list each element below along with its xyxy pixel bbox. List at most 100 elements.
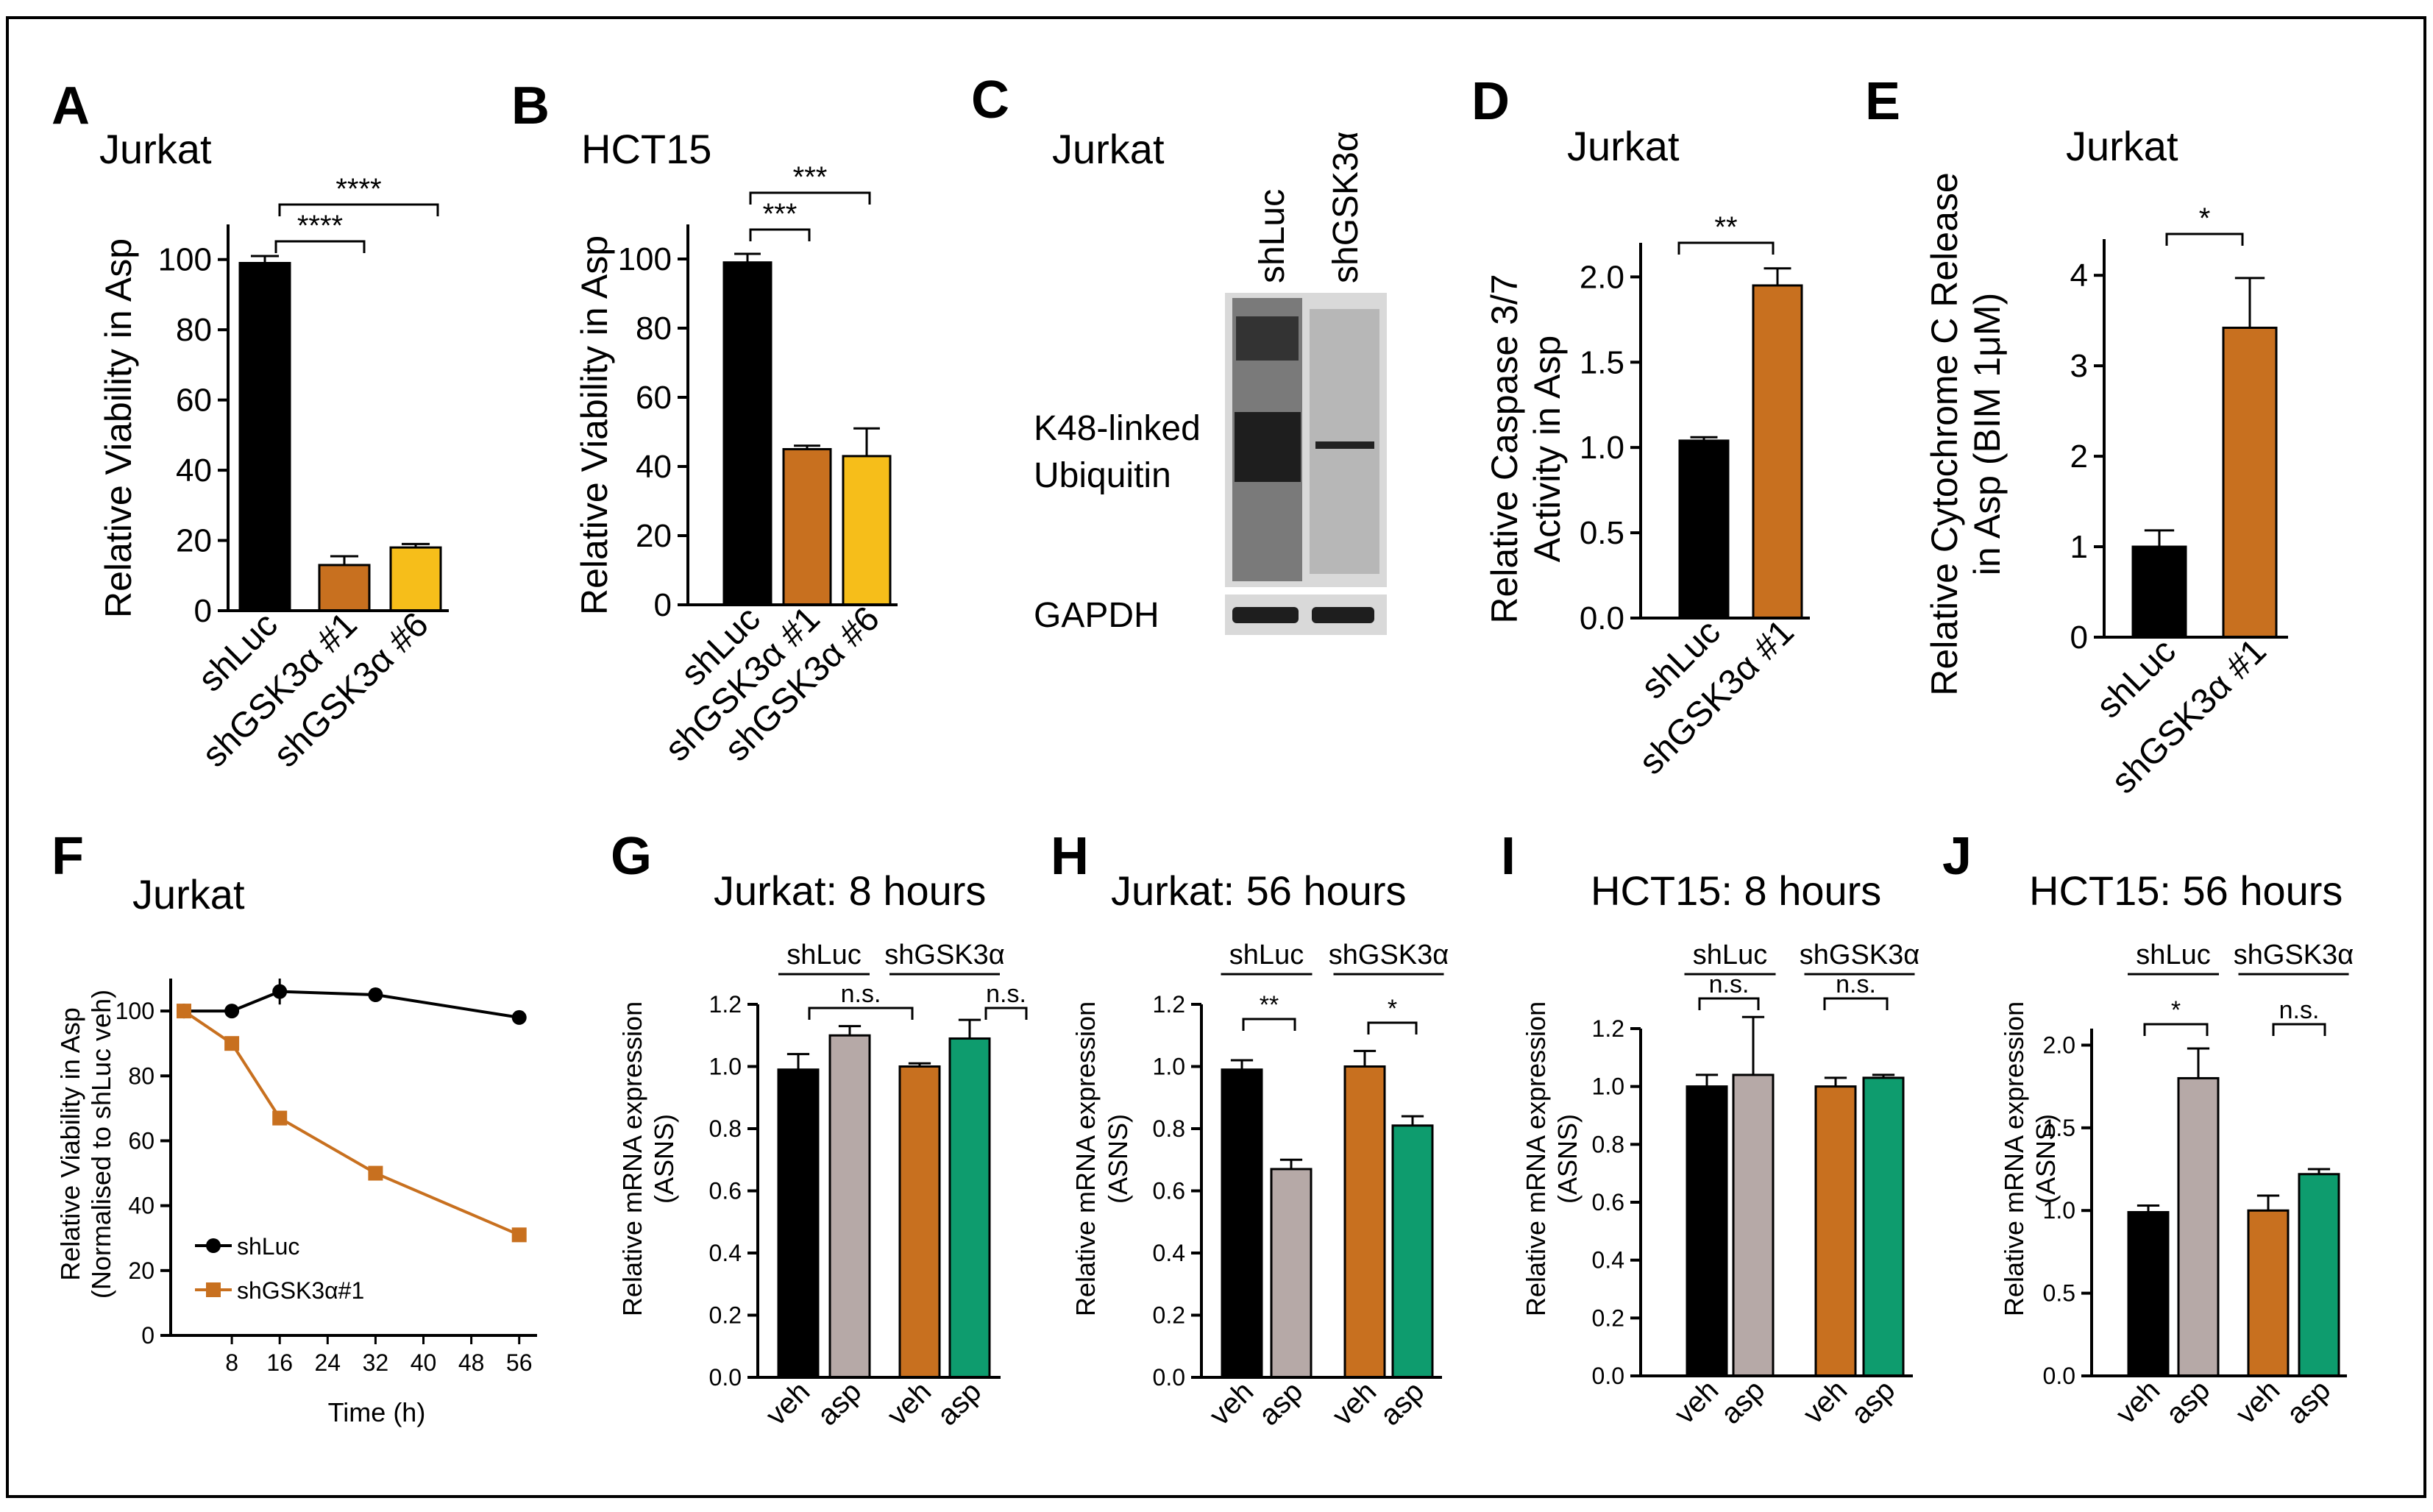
bar-I-3 — [1862, 1076, 1905, 1377]
panel-g-ylabel-2: (ASNS) — [649, 1114, 679, 1204]
y-tick-label-B-4: 80 — [636, 310, 672, 347]
series-point-0-2 — [272, 984, 288, 999]
sig-bracket-H-0 — [1242, 1018, 1296, 1031]
y-tick-label-E-4: 4 — [2070, 258, 2088, 294]
panel-i-ylabel-2: (ASNS) — [1552, 1114, 1583, 1204]
sig-label-I-1: n.s. — [1836, 970, 1876, 998]
group-label-I-0: shLuc — [1693, 940, 1767, 970]
sig-label-E-0: * — [2199, 202, 2211, 235]
y-tick-label-G-0: 0.0 — [709, 1364, 742, 1391]
y-tick-label-E-3: 3 — [2070, 348, 2088, 384]
series-point-1-4 — [511, 1227, 527, 1243]
bar-B-1 — [782, 448, 832, 606]
bar-J-1 — [2177, 1076, 2220, 1377]
sig-label-A-0: **** — [297, 210, 343, 242]
bar-D-1 — [1752, 284, 1803, 620]
series-point-0-4 — [511, 1009, 527, 1025]
blot-label-k48: K48-linked — [1034, 409, 1201, 448]
series-point-0-3 — [368, 987, 383, 1003]
bar-D-0 — [1678, 439, 1730, 620]
bar-A-2 — [389, 546, 442, 612]
sig-bracket-J-0 — [2143, 1023, 2209, 1036]
panel-a-title: Jurkat — [99, 126, 212, 172]
panel-h-title: Jurkat: 56 hours — [1111, 867, 1407, 914]
y-tick-label-G-4: 0.8 — [709, 1115, 742, 1142]
y-tick-label-D-0: 0.0 — [1580, 600, 1624, 636]
x-tick-label-F-3: 32 — [363, 1349, 389, 1376]
y-tick-label-B-0: 0 — [654, 587, 672, 623]
y-tick-label-I-0: 0.0 — [1592, 1363, 1624, 1389]
y-tick-label-G-5: 1.0 — [709, 1054, 742, 1080]
x-tick-label-F-2: 24 — [315, 1349, 341, 1376]
legend-label-0: shLuc — [237, 1233, 299, 1260]
y-tick-label-A-1: 20 — [176, 523, 212, 559]
sig-bracket-I-0 — [1698, 997, 1760, 1010]
y-tick-label-F-0: 0 — [141, 1322, 154, 1349]
y-tick-label-H-6: 1.2 — [1153, 991, 1185, 1018]
sig-bracket-E-0 — [2165, 233, 2244, 246]
panel-j-ylabel-1: Relative mRNA expression — [1999, 1001, 2029, 1316]
panel-e-ylabel-2: in Asp (BIM 1μM) — [1967, 293, 2008, 575]
group-label-G-0: shLuc — [786, 940, 861, 970]
bar-J-3 — [2298, 1173, 2340, 1377]
y-tick-label-H-0: 0.0 — [1153, 1364, 1185, 1391]
bar-G-2 — [898, 1065, 941, 1379]
sig-label-B-0: *** — [763, 198, 798, 230]
y-tick-label-D-1: 0.5 — [1580, 515, 1624, 551]
panel-f-ylabel-2: (Normalised to shLuc veh) — [86, 990, 116, 1299]
sig-label-H-0: ** — [1260, 991, 1279, 1019]
blot-lane-2-band — [1315, 441, 1374, 449]
panel-g-ylabel-1: Relative mRNA expression — [617, 1001, 647, 1316]
panel-letter-j: J — [1942, 827, 1972, 886]
sig-label-G-0: n.s. — [841, 980, 881, 1008]
y-tick-label-J-1: 0.5 — [2043, 1280, 2075, 1307]
y-tick-label-D-2: 1.0 — [1580, 430, 1624, 466]
panel-a-ylabel: Relative Viability in Asp — [98, 238, 139, 618]
blot-gapdh-band-1 — [1232, 607, 1299, 623]
group-label-H-0: shLuc — [1229, 940, 1304, 970]
y-tick-label-F-4: 80 — [128, 1062, 154, 1089]
sig-label-J-1: n.s. — [2279, 996, 2320, 1024]
y-tick-label-A-5: 100 — [158, 242, 212, 278]
y-tick-label-J-2: 1.0 — [2043, 1197, 2075, 1224]
y-tick-label-E-2: 2 — [2070, 439, 2088, 475]
x-tick-label-F-0: 8 — [225, 1349, 238, 1376]
group-label-G-1: shGSK3α — [884, 940, 1005, 970]
y-tick-label-F-1: 20 — [128, 1257, 154, 1284]
group-label-J-1: shGSK3α — [2234, 940, 2354, 970]
y-tick-label-G-6: 1.2 — [709, 991, 742, 1018]
y-tick-label-I-4: 0.8 — [1592, 1131, 1624, 1157]
y-tick-label-F-5: 100 — [116, 998, 154, 1024]
y-tick-label-B-3: 60 — [636, 380, 672, 416]
sig-label-B-1: *** — [793, 161, 828, 194]
bar-B-0 — [722, 261, 772, 606]
y-tick-label-J-4: 2.0 — [2043, 1032, 2075, 1058]
panel-j-ylabel-2: (ASNS) — [2031, 1114, 2061, 1204]
panel-letter-i: I — [1501, 827, 1516, 886]
sig-bracket-G-1 — [984, 1007, 1028, 1020]
legend-marker-1 — [206, 1282, 221, 1297]
sig-bracket-B-0 — [749, 228, 811, 241]
blot-lane-label-shgsk3a: shGSK3α — [1326, 131, 1365, 283]
group-label-H-1: shGSK3α — [1329, 940, 1449, 970]
y-tick-label-J-0: 0.0 — [2043, 1363, 2075, 1389]
series-point-1-0 — [177, 1004, 191, 1019]
series-point-1-1 — [224, 1036, 240, 1051]
x-tick-label-F-6: 56 — [506, 1349, 533, 1376]
blot-label-gapdh: GAPDH — [1034, 596, 1159, 635]
y-tick-label-F-2: 40 — [128, 1193, 154, 1219]
y-tick-label-H-2: 0.4 — [1153, 1240, 1185, 1266]
y-tick-label-G-2: 0.4 — [709, 1240, 742, 1266]
y-tick-label-E-1: 1 — [2070, 529, 2088, 565]
y-tick-label-A-3: 60 — [176, 383, 212, 419]
y-tick-label-D-3: 1.5 — [1580, 344, 1624, 380]
panel-letter-g: G — [611, 827, 652, 886]
sig-label-J-0: * — [2171, 996, 2181, 1024]
y-tick-label-H-4: 0.8 — [1153, 1115, 1185, 1142]
sig-label-G-1: n.s. — [986, 980, 1026, 1008]
y-tick-label-H-5: 1.0 — [1153, 1054, 1185, 1080]
bar-E-1 — [2222, 326, 2278, 639]
bar-H-3 — [1391, 1124, 1434, 1379]
panel-letter-d: D — [1471, 72, 1510, 131]
